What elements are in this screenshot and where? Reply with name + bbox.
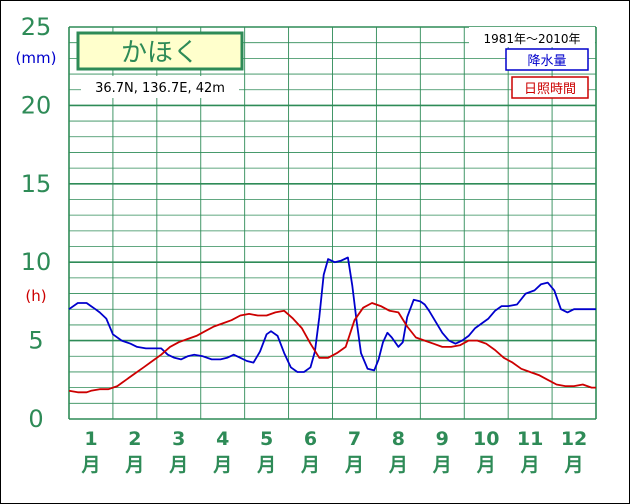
x-tick-label-suffix: 月 bbox=[388, 454, 408, 476]
x-tick-label-suffix: 月 bbox=[168, 454, 188, 476]
y-tick-label: 5 bbox=[28, 327, 43, 355]
legend-precip-label: 降水量 bbox=[527, 54, 566, 69]
x-tick-label-suffix: 月 bbox=[520, 454, 540, 476]
x-tick-label-suffix: 月 bbox=[344, 454, 364, 476]
x-tick-label: 5 bbox=[260, 428, 273, 450]
legend-sunshine-box bbox=[511, 76, 589, 99]
x-tick-label-suffix: 月 bbox=[212, 454, 232, 476]
location-label: 36.7N, 136.7E, 42m bbox=[95, 81, 225, 96]
x-tick-label: 7 bbox=[348, 428, 361, 450]
chart-title: かほく bbox=[121, 38, 199, 68]
x-tick-label-suffix: 月 bbox=[80, 454, 100, 476]
grid bbox=[68, 26, 597, 420]
y-tick-label: 15 bbox=[21, 170, 52, 198]
x-axis-month-labels: 1 月 2 月 3 月 4 月 5 月 6 月 7 月 8 月 9 月 10 月 11 月 12 月 bbox=[80, 428, 587, 476]
y-tick-label: 25 bbox=[21, 13, 52, 41]
x-tick-label: 4 bbox=[216, 428, 229, 450]
sunshine-line bbox=[68, 302, 596, 394]
legend-sunshine-label: 日照時間 bbox=[524, 82, 576, 97]
series bbox=[68, 256, 596, 394]
x-tick-label: 10 bbox=[473, 428, 499, 450]
y-tick-label: 10 bbox=[21, 248, 52, 276]
y-unit-h: (h) bbox=[25, 287, 46, 305]
x-tick-label: 9 bbox=[436, 428, 449, 450]
y-axis-tick-labels: 0 5 10 15 20 25 bbox=[21, 13, 52, 433]
x-tick-label: 2 bbox=[128, 428, 141, 450]
location-box bbox=[81, 76, 239, 98]
x-tick-label: 3 bbox=[172, 428, 185, 450]
x-tick-label: 11 bbox=[517, 428, 543, 450]
y-tick-label: 20 bbox=[21, 91, 52, 119]
x-tick-label: 8 bbox=[392, 428, 405, 450]
x-tick-label-suffix: 月 bbox=[564, 454, 584, 476]
x-tick-label: 6 bbox=[304, 428, 317, 450]
x-tick-label-suffix: 月 bbox=[124, 454, 144, 476]
x-tick-label-suffix: 月 bbox=[300, 454, 320, 476]
y-tick-label: 0 bbox=[28, 405, 43, 433]
x-tick-label-suffix: 月 bbox=[432, 454, 452, 476]
x-tick-label-suffix: 月 bbox=[256, 454, 276, 476]
period-box bbox=[469, 27, 595, 47]
x-tick-label: 1 bbox=[84, 428, 97, 450]
y-unit-mm: (mm) bbox=[16, 49, 57, 67]
period-label: 1981年〜2010年 bbox=[483, 32, 580, 46]
legend-precip-box bbox=[505, 48, 589, 71]
x-tick-label-suffix: 月 bbox=[476, 454, 496, 476]
title-box bbox=[76, 31, 244, 71]
x-tick-label: 12 bbox=[561, 428, 587, 450]
precipitation-line bbox=[68, 256, 596, 373]
